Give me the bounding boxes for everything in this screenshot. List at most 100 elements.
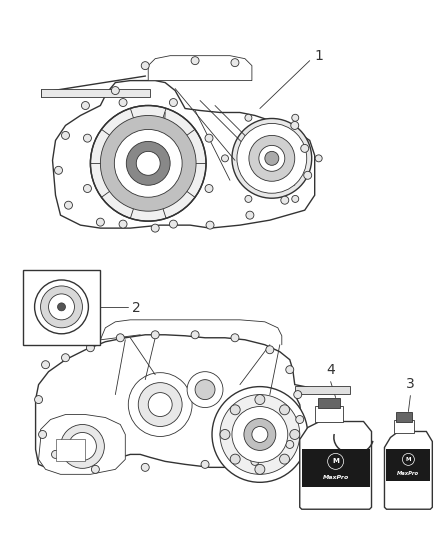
Bar bbox=[395, 419, 414, 433]
Bar bbox=[318, 398, 339, 408]
Circle shape bbox=[61, 354, 70, 362]
Circle shape bbox=[111, 86, 119, 94]
Circle shape bbox=[220, 430, 230, 439]
Circle shape bbox=[279, 454, 290, 464]
Circle shape bbox=[138, 383, 182, 426]
Circle shape bbox=[231, 334, 239, 342]
Circle shape bbox=[230, 405, 240, 415]
Circle shape bbox=[304, 171, 312, 179]
Circle shape bbox=[245, 196, 252, 203]
Circle shape bbox=[84, 184, 92, 192]
Circle shape bbox=[52, 450, 60, 458]
Circle shape bbox=[301, 144, 309, 152]
Circle shape bbox=[57, 303, 66, 311]
Circle shape bbox=[49, 294, 74, 320]
Text: 1: 1 bbox=[314, 49, 324, 63]
Circle shape bbox=[251, 457, 259, 465]
Text: 3: 3 bbox=[406, 377, 415, 391]
Circle shape bbox=[212, 386, 308, 482]
Polygon shape bbox=[35, 335, 320, 471]
Circle shape bbox=[64, 201, 72, 209]
Circle shape bbox=[255, 464, 265, 474]
Circle shape bbox=[148, 393, 172, 416]
Polygon shape bbox=[300, 422, 371, 509]
Circle shape bbox=[60, 424, 104, 469]
Circle shape bbox=[265, 151, 279, 165]
Circle shape bbox=[191, 331, 199, 339]
Circle shape bbox=[294, 391, 302, 399]
Circle shape bbox=[281, 196, 289, 204]
Circle shape bbox=[259, 146, 285, 171]
Circle shape bbox=[279, 405, 290, 415]
Circle shape bbox=[119, 99, 127, 107]
Circle shape bbox=[54, 166, 63, 174]
Circle shape bbox=[205, 184, 213, 192]
Circle shape bbox=[222, 155, 229, 162]
Text: M: M bbox=[332, 458, 339, 464]
Circle shape bbox=[232, 407, 288, 462]
Circle shape bbox=[237, 124, 307, 193]
Bar bbox=[56, 439, 85, 462]
Circle shape bbox=[35, 280, 88, 334]
Circle shape bbox=[136, 151, 160, 175]
Circle shape bbox=[205, 134, 213, 142]
Circle shape bbox=[249, 135, 295, 181]
Polygon shape bbox=[148, 55, 252, 80]
Circle shape bbox=[255, 394, 265, 405]
Bar bbox=[314, 406, 343, 422]
Text: 2: 2 bbox=[132, 301, 141, 315]
Circle shape bbox=[246, 211, 254, 219]
Circle shape bbox=[232, 118, 312, 198]
Circle shape bbox=[266, 346, 274, 354]
Circle shape bbox=[100, 116, 196, 211]
Circle shape bbox=[151, 224, 159, 232]
Circle shape bbox=[187, 372, 223, 408]
Circle shape bbox=[90, 106, 206, 221]
Circle shape bbox=[86, 344, 95, 352]
Circle shape bbox=[286, 440, 294, 448]
Circle shape bbox=[403, 454, 414, 465]
Circle shape bbox=[35, 395, 42, 403]
Text: MaxPro: MaxPro bbox=[322, 475, 349, 480]
Bar bbox=[302, 449, 370, 487]
Polygon shape bbox=[385, 432, 432, 509]
Circle shape bbox=[39, 431, 46, 439]
Circle shape bbox=[191, 56, 199, 64]
Circle shape bbox=[141, 463, 149, 471]
Bar bbox=[386, 449, 430, 481]
Bar bbox=[41, 88, 150, 96]
Circle shape bbox=[170, 220, 177, 228]
Circle shape bbox=[151, 331, 159, 339]
Circle shape bbox=[328, 454, 343, 470]
Bar bbox=[295, 385, 350, 393]
Circle shape bbox=[296, 416, 304, 424]
Circle shape bbox=[315, 155, 322, 162]
Circle shape bbox=[126, 141, 170, 185]
Text: 4: 4 bbox=[326, 362, 335, 377]
Text: MaxPro: MaxPro bbox=[397, 471, 420, 476]
Circle shape bbox=[84, 134, 92, 142]
Circle shape bbox=[92, 465, 99, 473]
Circle shape bbox=[286, 366, 294, 374]
Circle shape bbox=[291, 122, 299, 130]
Circle shape bbox=[42, 361, 49, 369]
Circle shape bbox=[230, 454, 240, 464]
Circle shape bbox=[206, 221, 214, 229]
Circle shape bbox=[68, 432, 96, 461]
Circle shape bbox=[117, 334, 124, 342]
Circle shape bbox=[141, 62, 149, 70]
Circle shape bbox=[292, 114, 299, 122]
Circle shape bbox=[170, 99, 177, 107]
Circle shape bbox=[114, 130, 182, 197]
Circle shape bbox=[220, 394, 300, 474]
Circle shape bbox=[252, 426, 268, 442]
Circle shape bbox=[128, 373, 192, 437]
Circle shape bbox=[195, 379, 215, 400]
Bar bbox=[396, 411, 413, 422]
Circle shape bbox=[245, 114, 252, 122]
Circle shape bbox=[231, 59, 239, 67]
Bar bbox=[23, 270, 100, 345]
Polygon shape bbox=[53, 80, 314, 228]
Circle shape bbox=[201, 461, 209, 469]
Circle shape bbox=[244, 418, 276, 450]
